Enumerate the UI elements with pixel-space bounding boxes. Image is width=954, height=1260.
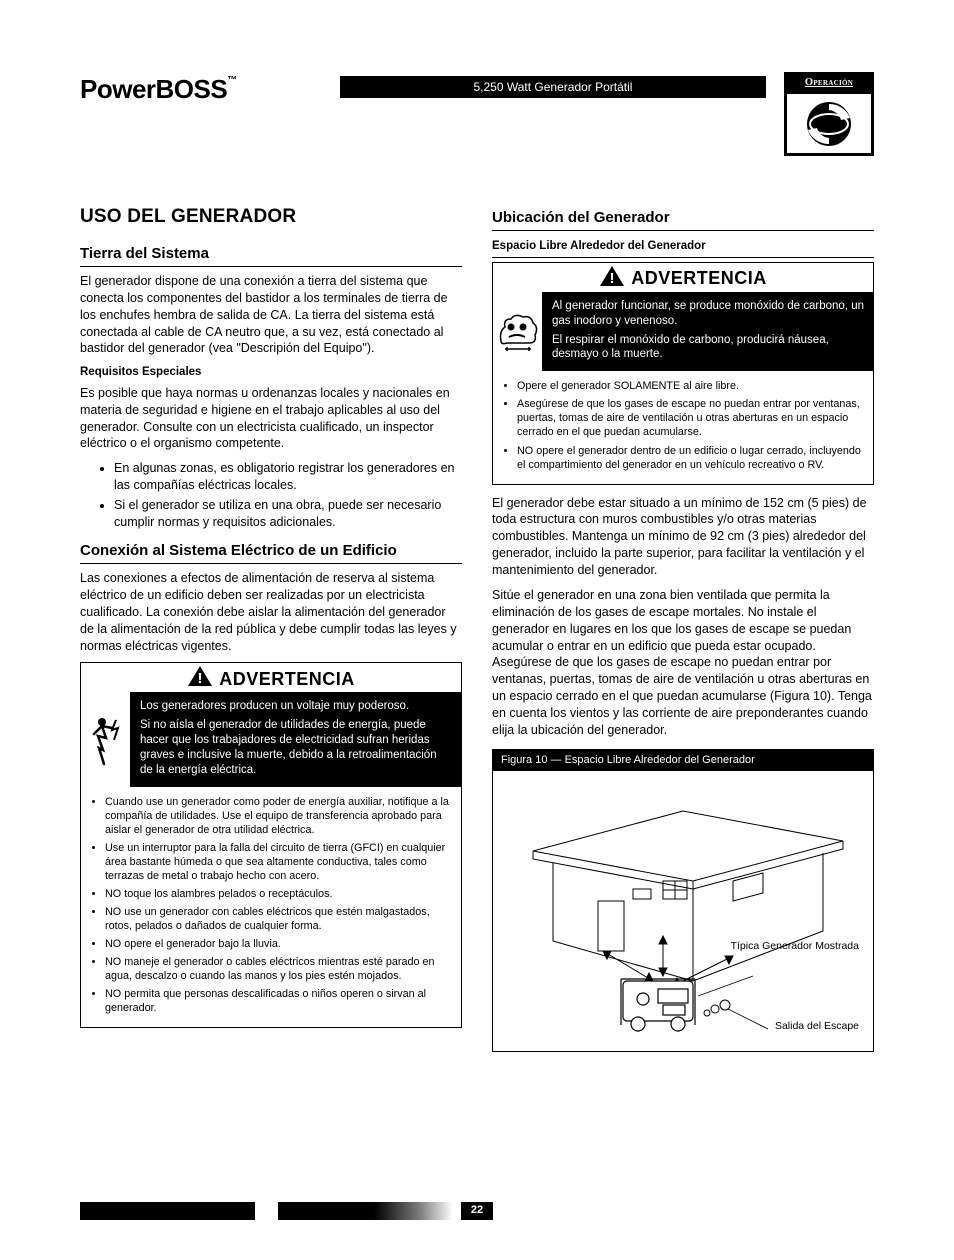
list-item: NO opere el generador dentro de un edifi… <box>517 444 863 472</box>
body-bullet-list: En algunas zonas, es obligatorio registr… <box>80 460 462 531</box>
section-heading-uso: USO DEL GENERADOR <box>80 204 462 230</box>
list-item: Use un interruptor para la falla del cir… <box>105 841 451 883</box>
sub-heading-requisitos: Requisitos Especiales <box>80 365 462 381</box>
warning-heading: ! ADVERTENCIA <box>493 263 873 292</box>
warning-word: ADVERTENCIA <box>219 667 355 691</box>
list-item: NO permita que personas descalificadas o… <box>105 987 451 1015</box>
footer-bar-segment <box>80 1202 255 1220</box>
warning-line: Los generadores producen un voltaje muy … <box>140 699 452 714</box>
list-item: En algunas zonas, es obligatorio registr… <box>114 460 462 494</box>
operation-badge-text: Operación <box>805 76 853 90</box>
brand-logo: PowerBOSS™ <box>80 72 340 107</box>
brand-trademark: ™ <box>227 75 237 86</box>
list-item: NO opere el generador bajo la lluvia. <box>105 937 451 951</box>
warning-top-text: Los generadores producen un voltaje muy … <box>131 692 461 787</box>
page-footer: 22 <box>80 1202 874 1220</box>
warning-word: ADVERTENCIA <box>631 266 767 290</box>
subsection-tierra: Tierra del Sistema <box>80 244 462 267</box>
list-item: NO use un generador con cables eléctrico… <box>105 905 451 933</box>
footer-bar-segment <box>278 1202 453 1220</box>
warning-bullet-list: Cuando use un generador como poder de en… <box>81 787 461 1027</box>
footer-bar: 22 <box>80 1202 874 1220</box>
list-item: NO toque los alambres pelados o receptác… <box>105 887 451 901</box>
list-item: Si el generador se utiliza en una obra, … <box>114 497 462 531</box>
content-columns: USO DEL GENERADOR Tierra del Sistema El … <box>80 196 874 1052</box>
warning-box-co: ! ADVERTENCIA Al generador funcionar, se… <box>492 262 874 485</box>
warning-line: Si no aísla el generador de utilidades d… <box>140 718 452 778</box>
figure-title: Figura 10 — Espacio Libre Alrededor del … <box>493 750 873 771</box>
electrocution-icon <box>81 692 131 787</box>
product-title-bar: 5,250 Watt Generador Portátil <box>340 76 766 98</box>
figure-label-generator: Típica Generador Mostrada <box>731 939 859 953</box>
warning-top-row: Los generadores producen un voltaje muy … <box>81 692 461 787</box>
figure-10: Figura 10 — Espacio Libre Alrededor del … <box>492 749 874 1052</box>
warning-bullet-list: Opere el generador SOLAMENTE al aire lib… <box>493 371 873 483</box>
body-paragraph: El generador debe estar situado a un mín… <box>492 495 874 579</box>
brand-text: PowerBOSS <box>80 74 227 104</box>
subsection-conexion: Conexión al Sistema Eléctrico de un Edif… <box>80 541 462 564</box>
body-paragraph: Sitúe el generador en una zona bien vent… <box>492 587 874 739</box>
right-column: Ubicación del Generador Espacio Libre Al… <box>492 196 874 1052</box>
body-paragraph: El generador dispone de una conexión a t… <box>80 273 462 357</box>
figure-illustration: Típica Generador Mostrada Salida del Esc… <box>493 771 873 1051</box>
operation-badge-label: Operación <box>784 72 874 94</box>
figure-label-exhaust: Salida del Escape <box>775 1019 859 1033</box>
page-number: 22 <box>461 1202 493 1220</box>
subsection-ubicacion: Ubicación del Generador <box>492 208 874 231</box>
page-header: PowerBOSS™ 5,250 Watt Generador Portátil… <box>80 72 874 156</box>
body-paragraph: Es posible que haya normas u ordenanzas … <box>80 385 462 453</box>
warning-top-row: Al generador funcionar, se produce monóx… <box>493 292 873 372</box>
warning-line: Al generador funcionar, se produce monóx… <box>552 299 864 329</box>
warning-box-voltage: ! ADVERTENCIA Los generadores producen u… <box>80 662 462 1028</box>
toxic-fumes-icon <box>493 292 543 372</box>
warning-top-text: Al generador funcionar, se produce monóx… <box>543 292 873 372</box>
warning-line: El respirar el monóxido de carbono, prod… <box>552 333 864 363</box>
operation-badge: Operación <box>784 72 874 156</box>
list-item: Asegúrese de que los gases de escape no … <box>517 397 863 439</box>
warning-triangle-icon: ! <box>187 665 213 692</box>
list-item: NO maneje el generador o cables eléctric… <box>105 955 451 983</box>
list-item: Opere el generador SOLAMENTE al aire lib… <box>517 379 863 393</box>
svg-text:!: ! <box>610 270 615 287</box>
operation-badge-icon <box>784 94 874 156</box>
list-item: Cuando use un generador como poder de en… <box>105 795 451 837</box>
left-column: USO DEL GENERADOR Tierra del Sistema El … <box>80 196 462 1052</box>
body-paragraph: Las conexiones a efectos de alimentación… <box>80 570 462 654</box>
svg-text:!: ! <box>198 670 203 687</box>
warning-triangle-icon: ! <box>599 265 625 292</box>
sub-heading-espacio: Espacio Libre Alrededor del Generador <box>492 239 874 258</box>
warning-heading: ! ADVERTENCIA <box>81 663 461 692</box>
